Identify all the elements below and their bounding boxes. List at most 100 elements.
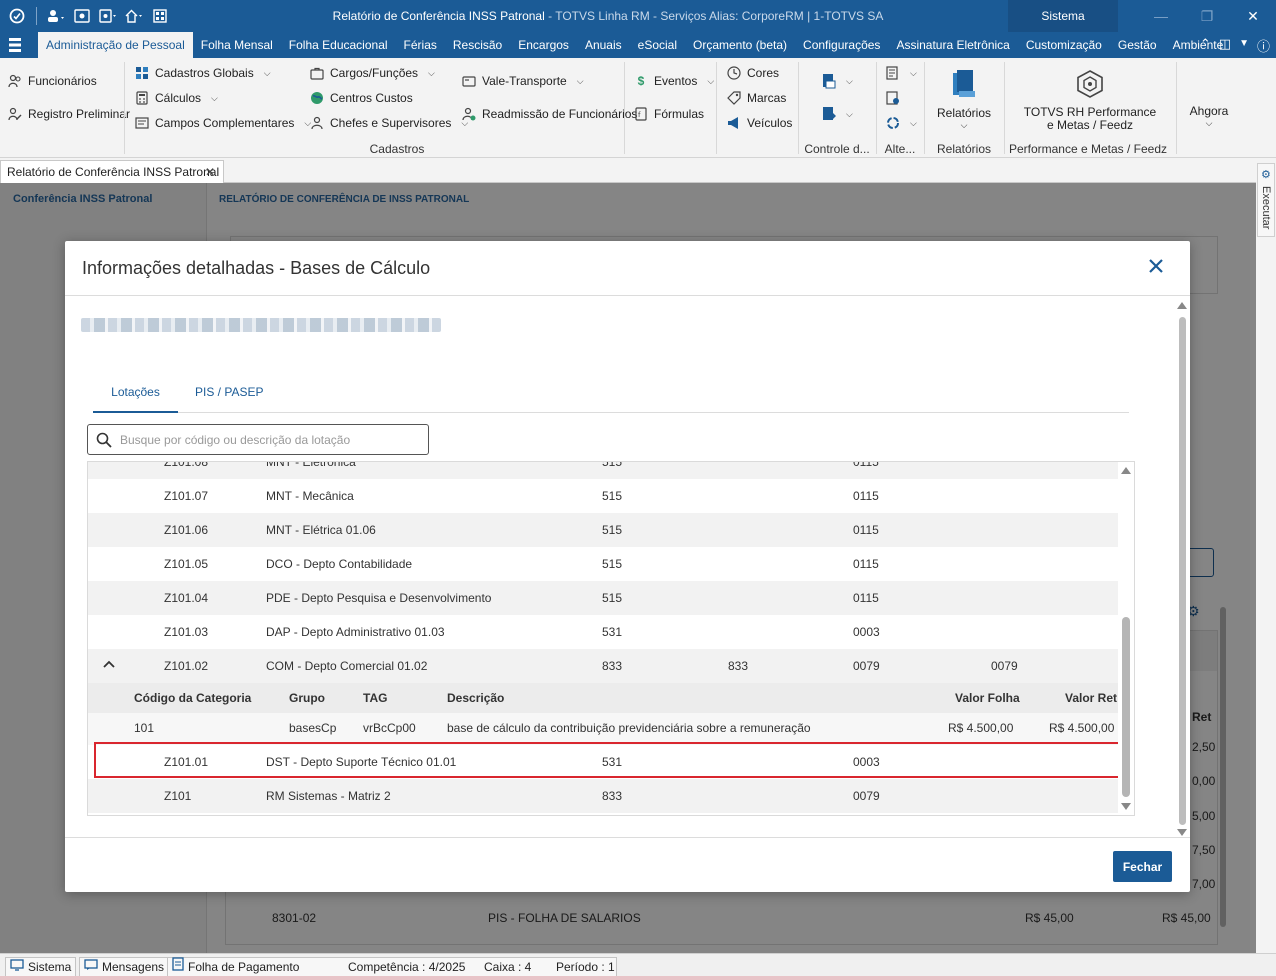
menu-folha-mensal[interactable]: Folha Mensal: [200, 38, 273, 52]
menu-customizacao[interactable]: Customização: [1025, 38, 1102, 52]
registro-preliminar-button[interactable]: Registro Preliminar: [8, 107, 130, 121]
menu-items: Administração de Pessoal Folha Mensal Fo…: [38, 32, 1231, 58]
grid-settings-icon[interactable]: ⚙: [1187, 603, 1200, 619]
table-row[interactable]: Z101.05 DCO - Depto Contabilidade 515 01…: [164, 557, 879, 571]
help-icon[interactable]: ⓘ: [1256, 39, 1270, 54]
calculos-button[interactable]: Cálculos ⌵: [135, 91, 218, 105]
chevron-up-icon[interactable]: [102, 657, 116, 671]
readmissao-button[interactable]: Readmissão de Funcionários: [462, 107, 637, 121]
table-row[interactable]: Z101.01 DST - Depto Suporte Técnico 01.0…: [164, 755, 880, 769]
close-tab-icon[interactable]: ✕: [204, 165, 215, 179]
alte-button-1[interactable]: ⌵: [886, 66, 917, 80]
home-icon[interactable]: [123, 6, 145, 26]
scroll-down-icon[interactable]: [1177, 829, 1187, 837]
campos-complementares-button[interactable]: Campos Complementares ⌵: [135, 116, 311, 130]
table-row[interactable]: Z101.03 DAP - Depto Administrativo 01.03…: [164, 625, 880, 639]
settings-window-icon[interactable]: [97, 6, 119, 26]
table-row[interactable]: Z101.08 MNT - Eletrônica 515 0115: [88, 462, 1118, 479]
ribbon: Funcionários Registro Preliminar Cadastr…: [0, 58, 1276, 158]
modal-footer: Fechar: [65, 837, 1190, 892]
users-icon[interactable]: [45, 6, 67, 26]
modal-scrollbar[interactable]: [1176, 301, 1188, 837]
menu-ambiente[interactable]: Ambiente: [1172, 38, 1224, 52]
menu-folha-educacional[interactable]: Folha Educacional: [288, 38, 388, 52]
tab-pis-pasep[interactable]: PIS / PASEP: [195, 385, 264, 399]
controle-doc-button-2[interactable]: ⌵: [822, 107, 853, 121]
group-alte-label: Alte...: [884, 142, 916, 156]
doc-tab-relatorio[interactable]: Relatório de Conferência INSS Patronal ✕: [0, 160, 224, 183]
alte-button-2[interactable]: [886, 91, 900, 105]
funcionarios-button[interactable]: Funcionários: [8, 74, 97, 88]
menu-ferias[interactable]: Férias: [403, 38, 437, 52]
menu-gestao[interactable]: Gestão: [1117, 38, 1157, 52]
table-row[interactable]: Z101 RM Sistemas - Matriz 2 833 0079: [88, 779, 1118, 813]
restore-icon[interactable]: ❐: [1200, 8, 1214, 24]
marcas-button[interactable]: Marcas: [727, 91, 786, 105]
executar-side-tab[interactable]: ⚙ Executar: [1257, 163, 1275, 237]
alte-button-3[interactable]: ⌵: [886, 116, 917, 130]
menu-encargos[interactable]: Encargos: [518, 38, 569, 52]
modal-body: Lotações PIS / PASEP Z101.08 MNT - Eletr…: [65, 296, 1190, 836]
formulas-button[interactable]: f Fórmulas: [634, 107, 704, 121]
veiculos-button[interactable]: Veículos: [727, 116, 792, 130]
menu-administracao-pessoal[interactable]: Administração de Pessoal: [38, 32, 193, 58]
status-competencia: Competência : 4/2025: [348, 960, 466, 974]
ahgora-button[interactable]: Ahgora ⌵: [1189, 104, 1229, 128]
controle-doc-button-1[interactable]: ⌵: [822, 74, 853, 89]
totvs-logo-icon[interactable]: [6, 6, 28, 26]
sidebar-title: Conferência INSS Patronal: [13, 193, 153, 205]
status-sistema-button[interactable]: Sistema: [5, 957, 77, 978]
cores-button[interactable]: Cores: [727, 66, 779, 80]
table-row-expanded[interactable]: Z101.02 COM - Depto Comercial 01.02 833 …: [88, 649, 1118, 683]
scroll-down-icon[interactable]: [1121, 803, 1131, 811]
close-window-icon[interactable]: ✕: [1247, 8, 1259, 24]
cargos-funcoes-button[interactable]: Cargos/Funções ⌵: [310, 66, 435, 80]
document-icon: [172, 957, 184, 978]
chefes-supervisores-button[interactable]: Chefes e Supervisores ⌵: [310, 116, 468, 130]
status-mensagens-button[interactable]: Mensagens: [79, 957, 170, 978]
totvs-performance-button[interactable]: TOTVS RH Performance e Metas / Feedz: [1010, 68, 1170, 132]
vale-transporte-button[interactable]: Vale-Transporte ⌵: [462, 74, 584, 88]
relatorios-button[interactable]: Relatórios ⌵: [930, 68, 998, 131]
right-value: 7,50: [1192, 843, 1216, 857]
page-scrollbar[interactable]: [1218, 593, 1228, 943]
table-row[interactable]: Z101.04 PDE - Depto Pesquisa e Desenvolv…: [88, 581, 1118, 615]
menu-list-icon[interactable]: [8, 37, 28, 53]
search-icon: [96, 432, 112, 448]
grid-scroll-thumb[interactable]: [1122, 617, 1130, 797]
fechar-button[interactable]: Fechar: [1113, 851, 1172, 882]
tab-lotacoes[interactable]: Lotações: [93, 376, 178, 413]
menu-assinatura-eletronica[interactable]: Assinatura Eletrônica: [896, 38, 1010, 52]
eventos-button[interactable]: $ Eventos ⌵: [634, 74, 715, 88]
view-icon[interactable]: [71, 6, 93, 26]
readmit-icon: [462, 107, 476, 121]
layout-icon[interactable]: ◫: [1218, 36, 1232, 51]
minimize-icon[interactable]: —: [1154, 8, 1168, 24]
modal-scroll-thumb[interactable]: [1179, 317, 1186, 825]
table-row[interactable]: Z101.07 MNT - Mecânica 515 0115: [164, 489, 879, 503]
chevron-down-icon[interactable]: ▼: [1239, 38, 1249, 49]
close-icon[interactable]: [1144, 255, 1168, 279]
monitor-icon: [10, 957, 24, 978]
status-bar: Sistema Mensagens Folha de Pagamento Com…: [0, 953, 1276, 980]
menu-rescisao[interactable]: Rescisão: [452, 38, 503, 52]
scroll-up-icon[interactable]: [1177, 301, 1187, 309]
search-input[interactable]: [120, 430, 420, 449]
doc-arrow-icon: [822, 107, 836, 121]
table-row[interactable]: Z101.06 MNT - Elétrica 01.06 515 0115: [88, 513, 1118, 547]
menu-bar: Administração de Pessoal Folha Mensal Fo…: [0, 32, 1276, 58]
grid-scrollbar[interactable]: [1118, 462, 1134, 815]
collapse-ribbon-icon[interactable]: ⌃: [1199, 36, 1211, 51]
sistema-label[interactable]: Sistema: [1008, 0, 1118, 32]
grid-icon[interactable]: [149, 6, 171, 26]
centros-custos-button[interactable]: Centros Custos: [310, 91, 413, 105]
card-icon: [462, 74, 476, 88]
message-icon: [84, 957, 98, 978]
scroll-up-icon[interactable]: [1121, 466, 1131, 474]
menu-configuracoes[interactable]: Configurações: [803, 38, 881, 52]
menu-anuais[interactable]: Anuais: [584, 38, 622, 52]
reports-icon: [948, 68, 980, 100]
menu-esocial[interactable]: eSocial: [637, 38, 677, 52]
menu-orcamento[interactable]: Orçamento (beta): [693, 38, 788, 52]
cadastros-globais-button[interactable]: Cadastros Globais ⌵: [135, 66, 271, 80]
